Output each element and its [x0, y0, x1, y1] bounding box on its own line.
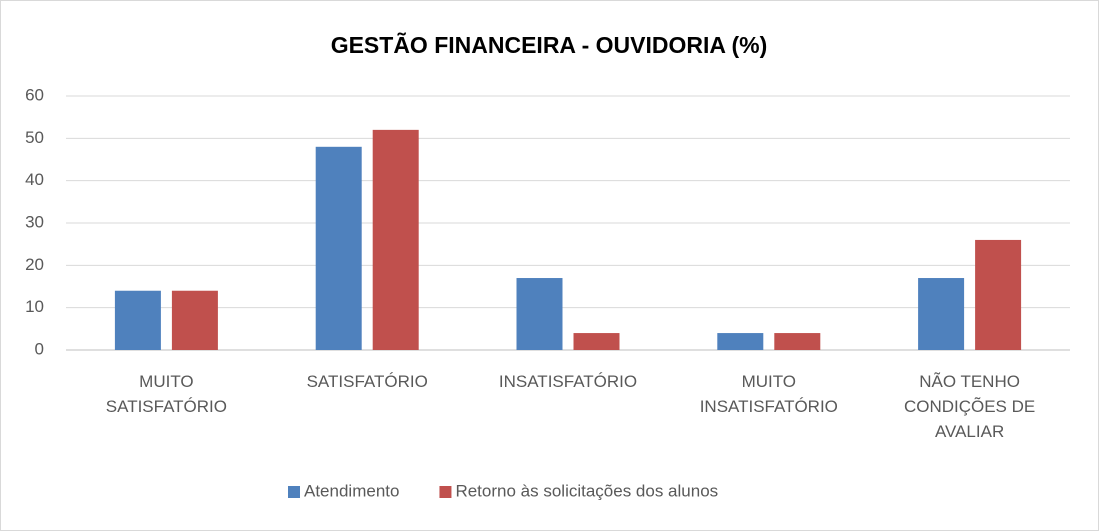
y-tick-label: 60	[25, 85, 44, 104]
bar	[114, 290, 161, 350]
bar	[975, 239, 1022, 350]
y-tick-label: 10	[25, 297, 44, 316]
x-tick-label: NÃO TENHO CONDIÇÕES DE AVALIAR	[903, 372, 1036, 441]
legend-swatch	[439, 486, 452, 498]
x-tick-label: INSATISFATÓRIO	[498, 372, 638, 391]
y-tick-label: 50	[25, 128, 44, 147]
x-tick-label: MUITO SATISFATÓRIO	[105, 372, 227, 416]
bar	[918, 278, 965, 350]
bar	[171, 290, 218, 350]
bar	[717, 333, 764, 350]
legend-swatch	[288, 486, 300, 498]
bar	[573, 333, 620, 350]
y-tick-label: 30	[25, 212, 44, 231]
legend-label: Atendimento	[304, 481, 399, 500]
x-tick-label: MUITO INSATISFATÓRIO	[699, 372, 838, 416]
x-tick-label: SATISFATÓRIO	[306, 372, 428, 391]
bar	[372, 129, 419, 350]
y-tick-label: 20	[25, 255, 44, 274]
bar	[516, 278, 563, 350]
chart-title: GESTÃO FINANCEIRA - OUVIDORIA (%)	[331, 31, 768, 58]
y-tick-label: 40	[25, 170, 44, 189]
bar	[774, 333, 821, 350]
legend-label: Retorno às solicitações dos alunos	[455, 481, 718, 500]
bar	[315, 146, 362, 350]
y-tick-label: 0	[35, 339, 44, 358]
